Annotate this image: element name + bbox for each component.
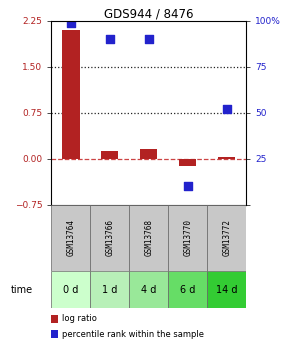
Point [69, 20, 73, 25]
Point [185, 184, 190, 189]
Bar [62, 30, 79, 159]
Bar [51, 205, 90, 272]
Text: GSM13766: GSM13766 [105, 219, 114, 256]
Text: GSM13768: GSM13768 [144, 219, 153, 256]
Bar [51, 272, 90, 308]
Text: 0 d: 0 d [63, 285, 79, 295]
Bar [207, 272, 246, 308]
Text: GSM13770: GSM13770 [183, 219, 192, 256]
Text: percentile rank within the sample: percentile rank within the sample [62, 329, 204, 338]
Bar [51, 315, 58, 323]
Text: 6 d: 6 d [180, 285, 195, 295]
Bar [51, 330, 58, 338]
Point [224, 106, 229, 112]
Text: 14 d: 14 d [216, 285, 237, 295]
Text: time: time [11, 285, 33, 295]
Bar [101, 151, 118, 159]
Text: 4 d: 4 d [141, 285, 156, 295]
Bar [129, 205, 168, 272]
Text: log ratio: log ratio [62, 315, 97, 324]
Text: GSM13764: GSM13764 [66, 219, 75, 256]
Text: GSM13772: GSM13772 [222, 219, 231, 256]
Bar [168, 272, 207, 308]
Bar [168, 205, 207, 272]
Bar [179, 159, 196, 166]
Text: 1 d: 1 d [102, 285, 117, 295]
Bar [90, 272, 129, 308]
Bar [90, 205, 129, 272]
Bar [129, 272, 168, 308]
Title: GDS944 / 8476: GDS944 / 8476 [104, 8, 193, 21]
Bar [207, 205, 246, 272]
Point [146, 36, 151, 42]
Bar [218, 157, 235, 159]
Bar [140, 149, 157, 159]
Point [108, 36, 112, 42]
